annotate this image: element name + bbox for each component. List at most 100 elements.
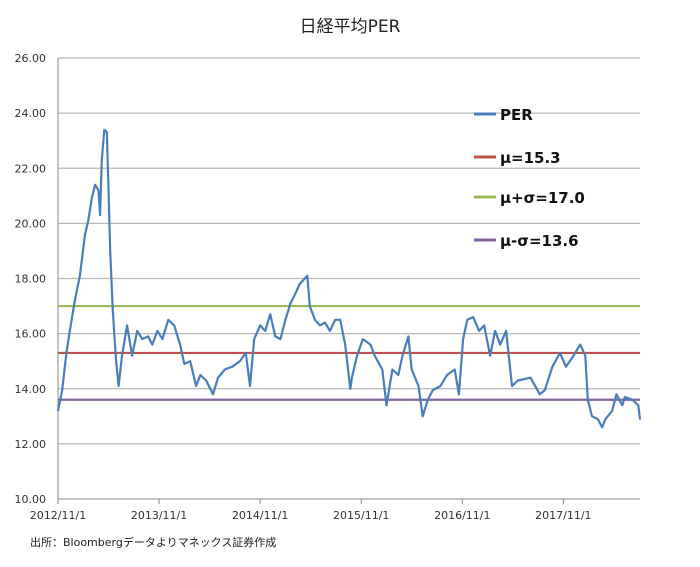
per-data-point: [462, 338, 464, 340]
per-data-point: [511, 385, 513, 387]
per-data-point: [621, 404, 624, 407]
per-data-point: [373, 354, 376, 357]
y-tick-label: 16.00: [15, 328, 47, 341]
y-tick-label: 12.00: [15, 438, 47, 451]
per-data-point: [264, 330, 266, 332]
y-tick-label: 26.00: [15, 52, 47, 65]
per-data-point: [306, 274, 309, 277]
per-data-point: [284, 319, 287, 321]
per-data-point: [199, 374, 202, 376]
per-data-point: [57, 410, 59, 412]
per-data-point: [591, 415, 593, 418]
per-data-point: [570, 357, 573, 360]
per-data-point: [499, 343, 501, 346]
per-data-point: [293, 294, 296, 296]
per-data-point: [136, 330, 138, 332]
y-tick-label: 10.00: [15, 493, 47, 506]
per-data-point: [401, 354, 404, 357]
per-data-point: [319, 324, 321, 327]
per-data-point: [417, 385, 420, 387]
legend-label: μ-σ=13.6: [500, 232, 579, 250]
per-data-point: [223, 368, 226, 371]
per-data-point: [597, 418, 599, 420]
per-data-point: [131, 354, 133, 357]
per-data-point: [579, 343, 581, 346]
per-data-point: [565, 365, 567, 368]
per-data-point: [551, 365, 554, 368]
per-data-point: [195, 385, 197, 387]
per-data-point: [74, 299, 76, 302]
y-tick-label: 24.00: [15, 107, 47, 120]
per-data-point: [94, 183, 96, 186]
per-data-point: [601, 426, 603, 429]
per-data-point: [458, 393, 460, 396]
per-data-point: [349, 387, 352, 390]
per-data-point: [109, 250, 112, 252]
per-data-point: [65, 352, 68, 354]
per-data-point: [249, 385, 251, 387]
per-data-point: [106, 131, 108, 134]
per-data-point: [478, 330, 480, 332]
per-data-point: [90, 197, 93, 200]
per-data-point: [397, 374, 400, 376]
per-data-point: [231, 365, 234, 368]
per-data-point: [439, 385, 442, 387]
per-data-point: [99, 214, 101, 216]
per-data-point: [385, 404, 388, 407]
per-data-point: [637, 404, 640, 407]
per-data-point: [167, 319, 170, 321]
per-data-point: [611, 410, 614, 412]
per-data-point: [426, 398, 429, 401]
per-data-point: [472, 316, 475, 318]
per-data-point: [126, 324, 128, 327]
x-tick-label: 2015/11/1: [333, 509, 389, 522]
per-data-point: [61, 389, 64, 391]
per-data-point: [631, 398, 634, 401]
per-data-point: [432, 389, 434, 391]
per-data-point: [494, 330, 496, 332]
per-data-point: [141, 338, 144, 340]
per-data-point: [421, 415, 424, 418]
per-data-point: [217, 376, 219, 379]
per-data-point: [212, 393, 214, 396]
per-data-point: [624, 396, 626, 398]
per-data-point: [239, 360, 241, 362]
per-data-point: [269, 313, 272, 316]
per-data-point: [586, 398, 589, 401]
per-data-point: [298, 283, 301, 285]
per-data-point: [362, 338, 364, 340]
per-data-point: [339, 319, 341, 321]
per-data-point: [324, 321, 326, 324]
per-data-point: [559, 352, 561, 354]
chart-title: 日経平均PER: [300, 17, 401, 37]
per-data-point: [351, 376, 353, 379]
per-data-point: [111, 308, 114, 310]
legend-label: μ=15.3: [500, 149, 561, 167]
y-tick-label: 20.00: [15, 217, 47, 230]
per-data-point: [453, 368, 456, 371]
per-data-point: [356, 354, 358, 357]
per-data-point: [446, 374, 448, 376]
per-data-point: [489, 354, 491, 357]
per-data-point: [151, 343, 154, 346]
per-data-point: [410, 368, 413, 371]
per-data-point: [329, 330, 331, 332]
per-data-point: [87, 219, 90, 222]
per-data-point: [189, 360, 192, 362]
x-tick-label: 2013/11/1: [131, 509, 187, 522]
y-tick-label: 22.00: [15, 162, 47, 175]
legend-label: μ+σ=17.0: [500, 189, 585, 207]
per-data-point: [483, 324, 485, 327]
x-tick-label: 2017/11/1: [535, 509, 591, 522]
y-tick-label: 18.00: [15, 273, 47, 286]
per-data-point: [100, 159, 103, 161]
y-tick-label: 14.00: [15, 383, 47, 396]
per-data-point: [289, 302, 292, 305]
source-note: 出所：Bloombergデータよりマネックス証券作成: [30, 535, 276, 549]
per-data-point: [245, 352, 247, 354]
x-tick-label: 2012/11/1: [30, 509, 86, 522]
per-data-point: [407, 335, 410, 338]
per-data-point: [117, 385, 120, 387]
